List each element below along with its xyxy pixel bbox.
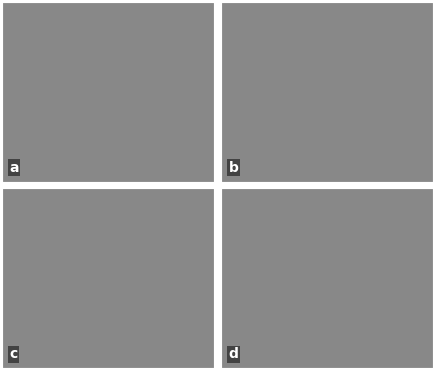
Text: c: c: [9, 347, 17, 361]
Text: a: a: [9, 161, 19, 174]
Text: b: b: [229, 161, 238, 174]
Text: d: d: [229, 347, 238, 361]
